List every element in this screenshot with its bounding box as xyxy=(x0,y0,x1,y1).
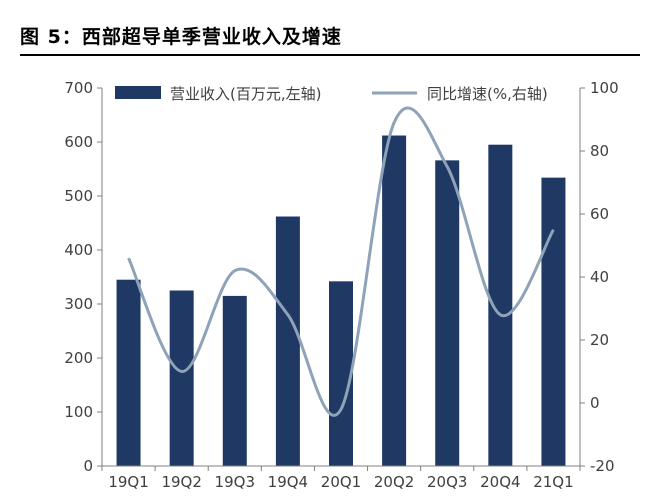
bar-19Q3 xyxy=(222,295,247,466)
x-tick-label: 19Q3 xyxy=(215,473,255,491)
legend-label-revenue: 营业收入(百万元,左轴) xyxy=(170,85,321,103)
left-tick-label: 500 xyxy=(64,187,93,205)
line-series-group xyxy=(127,106,555,417)
bar-20Q1 xyxy=(329,281,353,466)
bar-19Q2 xyxy=(169,290,194,466)
x-tick-label: 20Q3 xyxy=(427,473,467,491)
right-tick-label: 20 xyxy=(590,331,609,349)
left-axis: 0 100 200 300 400 500 600 700 xyxy=(64,79,103,475)
right-tick-label: 60 xyxy=(590,205,609,223)
left-tick-label: 600 xyxy=(64,133,93,151)
x-tick-label: 20Q1 xyxy=(321,473,361,491)
left-tick-label: 0 xyxy=(83,457,93,475)
x-tick-label: 19Q2 xyxy=(161,473,201,491)
bar-19Q1 xyxy=(116,279,141,466)
x-tick-label: 19Q4 xyxy=(268,473,308,491)
x-tick-label: 21Q1 xyxy=(533,473,573,491)
left-tick-label: 300 xyxy=(64,295,93,313)
legend-swatch-revenue xyxy=(115,86,161,99)
x-tick-label: 19Q1 xyxy=(108,473,148,491)
right-tick-label: 40 xyxy=(590,268,609,286)
bar-20Q3 xyxy=(435,160,460,467)
x-axis: 19Q1 19Q2 19Q3 19Q4 20Q1 20Q2 20Q3 20Q4 21Q1 xyxy=(101,465,581,491)
bar-19Q4 xyxy=(275,216,300,466)
legend: 营业收入(百万元,左轴) 同比增速(%,右轴) xyxy=(115,85,548,103)
x-tick-label: 20Q2 xyxy=(374,473,414,491)
x-tick-label: 20Q4 xyxy=(480,473,520,491)
title-rule xyxy=(20,54,640,56)
right-tick-label: 80 xyxy=(590,142,609,160)
figure-title: 图 5：西部超导单季营业收入及增速 xyxy=(20,26,342,48)
bars-group xyxy=(116,135,566,467)
left-tick-label: 100 xyxy=(64,403,93,421)
left-tick-label: 700 xyxy=(64,79,93,97)
right-axis: -20 0 20 40 60 80 100 xyxy=(579,79,619,475)
left-tick-label: 400 xyxy=(64,241,93,259)
growth-line xyxy=(127,106,555,417)
right-tick-label: 0 xyxy=(590,394,600,412)
left-tick-label: 200 xyxy=(64,349,93,367)
right-tick-label: -20 xyxy=(590,457,615,475)
bar-21Q1 xyxy=(541,177,566,466)
right-tick-label: 100 xyxy=(590,79,619,97)
bar-20Q2 xyxy=(382,135,407,466)
legend-label-growth: 同比增速(%,右轴) xyxy=(427,85,548,103)
